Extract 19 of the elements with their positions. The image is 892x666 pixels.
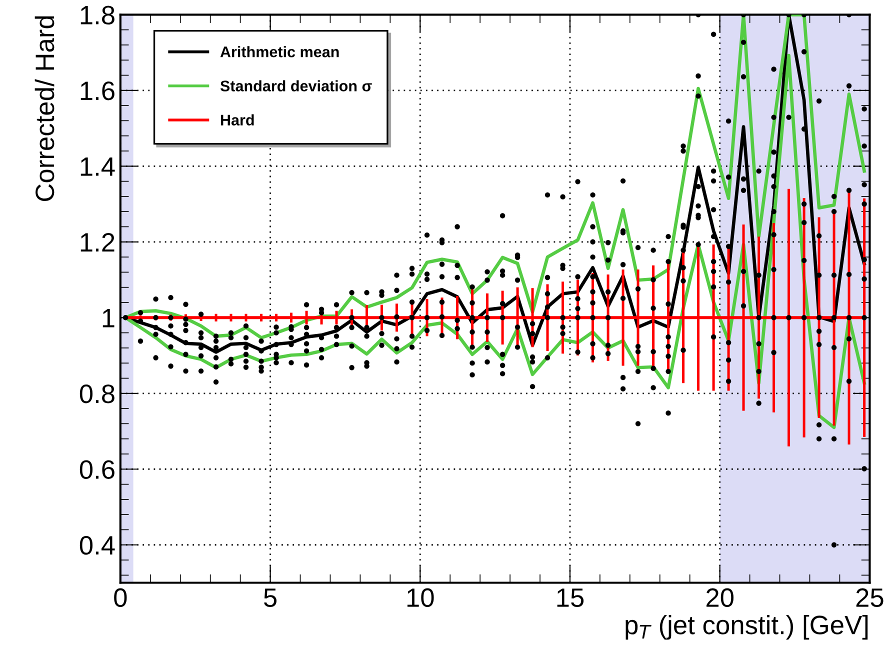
y-tick-label: 0.8 bbox=[80, 384, 114, 404]
y-tick-label: 0.6 bbox=[80, 460, 114, 479]
y-axis-title: Corrected/ Hard bbox=[34, 16, 54, 202]
x-tick-label: 0 bbox=[114, 588, 127, 607]
y-tick-label: 1.2 bbox=[80, 233, 114, 252]
y-tick-label: 1 bbox=[102, 309, 114, 328]
x-tick-label: 20 bbox=[706, 588, 734, 607]
x-tick-label: 15 bbox=[557, 588, 584, 607]
y-tick-label: 0.4 bbox=[80, 536, 115, 555]
legend-label: Standard deviation σ bbox=[220, 80, 372, 92]
y-tick-label: 1.8 bbox=[80, 6, 114, 24]
x-tick-label: 10 bbox=[407, 588, 434, 607]
x-tick-label: 25 bbox=[856, 588, 884, 607]
y-tick-label: 1.6 bbox=[80, 82, 114, 100]
x-axis-title: p$_{T}$ (jet constit.) [GeV] bbox=[626, 614, 868, 640]
legend-label: Arithmetic mean bbox=[220, 46, 339, 58]
x-tick-label: 5 bbox=[264, 588, 277, 607]
legend-label: Hard bbox=[221, 114, 254, 126]
y-tick-label: 1.4 bbox=[80, 158, 115, 176]
